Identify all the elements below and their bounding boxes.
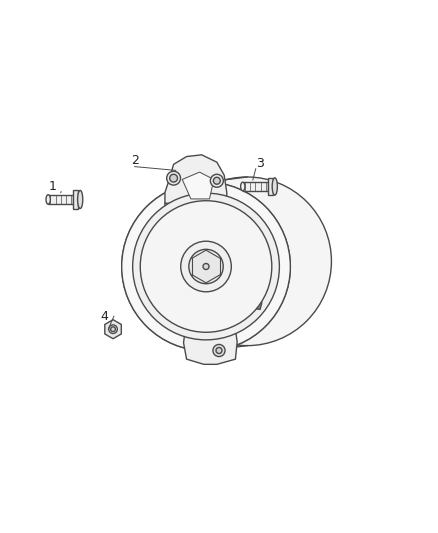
Text: 4: 4: [100, 310, 108, 322]
Ellipse shape: [163, 177, 332, 345]
Text: 3: 3: [256, 157, 264, 170]
Polygon shape: [165, 155, 227, 203]
Ellipse shape: [203, 263, 209, 270]
Ellipse shape: [272, 178, 277, 195]
Polygon shape: [105, 320, 121, 338]
Polygon shape: [184, 330, 237, 365]
Ellipse shape: [111, 327, 116, 332]
Ellipse shape: [189, 249, 223, 284]
Ellipse shape: [181, 241, 231, 292]
Ellipse shape: [78, 190, 83, 208]
Ellipse shape: [216, 348, 222, 353]
Ellipse shape: [167, 171, 180, 185]
Ellipse shape: [189, 249, 223, 284]
Ellipse shape: [210, 174, 223, 187]
Ellipse shape: [140, 201, 272, 332]
Ellipse shape: [133, 193, 279, 340]
Ellipse shape: [170, 174, 177, 182]
Text: 2: 2: [131, 154, 138, 167]
Text: 1: 1: [49, 180, 57, 193]
Polygon shape: [249, 295, 262, 309]
Ellipse shape: [213, 344, 225, 357]
Polygon shape: [73, 190, 78, 208]
Ellipse shape: [240, 182, 245, 191]
Polygon shape: [182, 172, 214, 199]
Polygon shape: [243, 182, 268, 191]
Ellipse shape: [46, 195, 50, 204]
Polygon shape: [268, 178, 273, 195]
Polygon shape: [48, 195, 73, 204]
Ellipse shape: [133, 193, 279, 340]
Ellipse shape: [122, 182, 290, 351]
Ellipse shape: [122, 182, 290, 351]
Ellipse shape: [109, 325, 117, 334]
Ellipse shape: [140, 201, 272, 332]
Ellipse shape: [213, 177, 220, 184]
Ellipse shape: [203, 263, 209, 270]
Ellipse shape: [181, 241, 231, 292]
